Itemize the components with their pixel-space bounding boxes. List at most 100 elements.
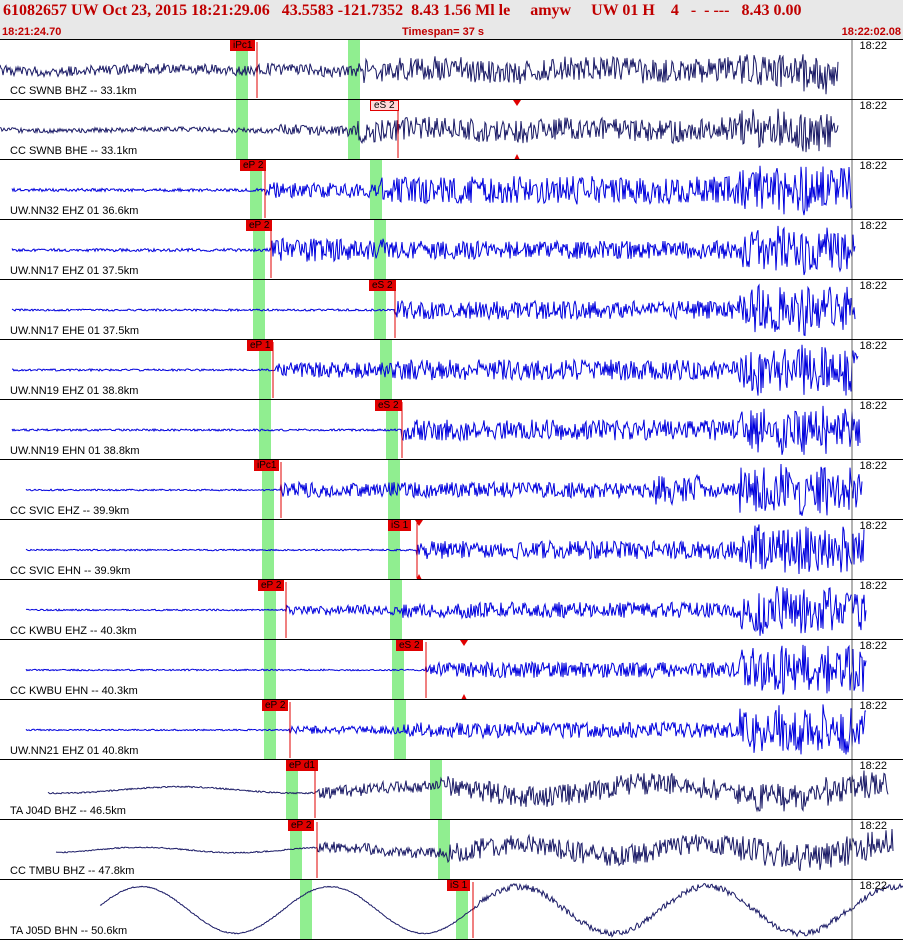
phase-window: [264, 640, 276, 699]
trace-panel[interactable]: eP 2 18:22 CC TMBU BHZ -- 47.8km: [0, 820, 903, 880]
channel-label: UW.NN17 EHE 01 37.5km: [10, 325, 139, 337]
phase-window: [236, 40, 248, 99]
header-bar: 61082657 UW Oct 23, 2015 18:21:29.06 43.…: [0, 0, 903, 40]
time-tick: 18:22: [859, 220, 887, 232]
time-tick: 18:22: [859, 280, 887, 292]
waveform-trace: [0, 108, 839, 153]
waveform-trace: [99, 882, 903, 938]
trace-panel[interactable]: eP 1 18:22 UW.NN19 EHZ 01 38.8km: [0, 340, 903, 400]
phase-window: [370, 160, 382, 219]
phase-window: [386, 400, 398, 459]
trace-panel[interactable]: iS 1 18:22 TA J05D BHN -- 50.6km: [0, 880, 903, 940]
waveform-trace: [25, 704, 867, 755]
trace-panel[interactable]: iPc1 18:22 CC SWNB BHZ -- 33.1km: [0, 40, 903, 100]
waveform-trace: [0, 54, 839, 95]
pick-label[interactable]: eP 2: [246, 220, 273, 231]
time-tick: 18:22: [859, 100, 887, 112]
trace-panel[interactable]: eP 2 18:22 UW.NN17 EHZ 01 37.5km: [0, 220, 903, 280]
trace-canvas: [25, 580, 867, 639]
waveform-trace: [25, 586, 867, 636]
trace-canvas: [55, 820, 894, 879]
time-tick: 18:22: [859, 40, 887, 52]
channel-label: UW.NN19 EHN 01 38.8km: [10, 445, 140, 457]
pick-label[interactable]: eS 2: [396, 640, 423, 651]
pick-label[interactable]: eP 2: [288, 820, 315, 831]
marker-down-icon: [415, 520, 423, 526]
trace-panel[interactable]: eP 2 18:22 CC KWBU EHZ -- 40.3km: [0, 580, 903, 640]
channel-label: CC SVIC EHN -- 39.9km: [10, 565, 131, 577]
phase-window: [388, 460, 400, 519]
pick-label[interactable]: eP 2: [240, 160, 267, 171]
waveform-trace: [25, 524, 865, 575]
phase-window: [388, 520, 400, 579]
time-tick: 18:22: [859, 460, 887, 472]
time-tick: 18:22: [859, 340, 887, 352]
waveform-trace: [11, 283, 856, 337]
phase-window: [259, 400, 271, 459]
time-tick: 18:22: [859, 640, 887, 652]
trace-panel[interactable]: eS 2 18:22 CC SWNB BHE -- 33.1km: [0, 100, 903, 160]
waveform-trace: [11, 405, 861, 455]
phase-window: [456, 880, 468, 939]
marker-up-icon: [461, 694, 467, 699]
phase-window: [430, 760, 442, 819]
channel-label: CC SWNB BHE -- 33.1km: [10, 145, 138, 157]
waveform-trace: [55, 828, 894, 871]
phase-window: [262, 520, 274, 579]
trace-canvas: [11, 400, 861, 459]
pick-label[interactable]: iS 1: [388, 520, 412, 531]
pick-label[interactable]: iPc1: [230, 40, 256, 51]
trace-canvas: [0, 40, 853, 99]
phase-window: [348, 100, 360, 159]
pick-label[interactable]: eP 2: [262, 700, 289, 711]
channel-label: CC KWBU EHZ -- 40.3km: [10, 625, 137, 637]
trace-canvas: [0, 100, 853, 159]
phase-window: [438, 820, 450, 879]
trace-canvas: [25, 640, 867, 699]
channel-label: UW.NN17 EHZ 01 37.5km: [10, 265, 139, 277]
channel-label: CC TMBU BHZ -- 47.8km: [10, 865, 135, 877]
pick-label[interactable]: eP 2: [258, 580, 285, 591]
trace-panel[interactable]: iPc1 18:22 CC SVIC EHZ -- 39.9km: [0, 460, 903, 520]
channel-label: UW.NN32 EHZ 01 36.6km: [10, 205, 139, 217]
pick-label[interactable]: eS 2: [370, 100, 399, 111]
pick-label[interactable]: eP d1: [286, 760, 318, 771]
trace-panel[interactable]: eS 2 18:22 CC KWBU EHN -- 40.3km: [0, 640, 903, 700]
end-time: 18:22:02.08: [841, 26, 901, 38]
marker-down-icon: [513, 100, 521, 106]
waveform-trace: [11, 225, 856, 276]
pick-label[interactable]: iPc1: [254, 460, 280, 471]
trace-panel[interactable]: eS 2 18:22 UW.NN17 EHE 01 37.5km: [0, 280, 903, 340]
phase-window: [392, 640, 404, 699]
phase-window: [394, 700, 406, 759]
pick-label[interactable]: eP 1: [247, 340, 274, 351]
trace-canvas: [11, 340, 859, 399]
waveform-trace: [47, 770, 889, 813]
pick-label[interactable]: eS 2: [369, 280, 396, 291]
trace-panel[interactable]: eP 2 18:22 UW.NN21 EHZ 01 40.8km: [0, 700, 903, 760]
trace-panel[interactable]: eP d1 18:22 TA J04D BHZ -- 46.5km: [0, 760, 903, 820]
trace-canvas: [11, 280, 856, 339]
trace-canvas: [11, 220, 856, 279]
trace-canvas: [25, 520, 865, 579]
channel-label: TA J04D BHZ -- 46.5km: [10, 805, 126, 817]
trace-canvas: [25, 700, 867, 759]
marker-up-icon: [514, 154, 520, 159]
channel-label: CC KWBU EHN -- 40.3km: [10, 685, 138, 697]
time-tick: 18:22: [859, 880, 887, 892]
time-tick: 18:22: [859, 400, 887, 412]
pick-label[interactable]: eS 2: [375, 400, 402, 411]
trace-panel[interactable]: eS 2 18:22 UW.NN19 EHN 01 38.8km: [0, 400, 903, 460]
time-tick: 18:22: [859, 580, 887, 592]
phase-window: [390, 580, 402, 639]
trace-canvas: [11, 160, 853, 219]
waveform-trace: [11, 165, 853, 216]
channel-label: CC SVIC EHZ -- 39.9km: [10, 505, 130, 517]
trace-panel[interactable]: iS 1 18:22 CC SVIC EHN -- 39.9km: [0, 520, 903, 580]
event-title: 61082657 UW Oct 23, 2015 18:21:29.06 43.…: [3, 2, 802, 19]
start-time: 18:21:24.70: [2, 26, 62, 38]
channel-label: UW.NN19 EHZ 01 38.8km: [10, 385, 139, 397]
trace-panel[interactable]: eP 2 18:22 UW.NN32 EHZ 01 36.6km: [0, 160, 903, 220]
pick-label[interactable]: iS 1: [447, 880, 471, 891]
marker-down-icon: [460, 640, 468, 646]
